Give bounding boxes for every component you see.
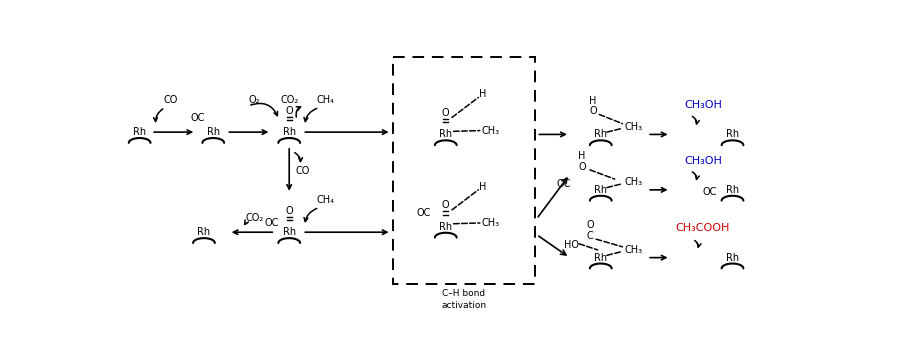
Text: CH₃OH: CH₃OH — [684, 156, 722, 166]
Text: OC: OC — [191, 113, 205, 123]
Text: CH₄: CH₄ — [317, 195, 335, 205]
Text: O₂: O₂ — [248, 95, 260, 105]
Text: O: O — [586, 220, 594, 230]
Text: Rh: Rh — [283, 227, 296, 237]
Text: CH₃: CH₃ — [625, 177, 643, 187]
Text: Rh: Rh — [726, 185, 739, 195]
Text: O: O — [285, 206, 293, 216]
Text: CO₂: CO₂ — [280, 95, 298, 105]
Text: OC: OC — [417, 208, 431, 218]
Text: CH₃: CH₃ — [482, 218, 500, 228]
Text: OC: OC — [265, 218, 279, 228]
Text: Rh: Rh — [283, 127, 296, 137]
Text: H: H — [579, 151, 586, 161]
Text: CH₃OH: CH₃OH — [684, 100, 722, 110]
Text: Rh: Rh — [439, 130, 453, 139]
Text: O: O — [590, 106, 597, 116]
Text: activation: activation — [441, 301, 486, 310]
Text: CH₃: CH₃ — [625, 245, 643, 255]
Text: CH₃COOH: CH₃COOH — [676, 223, 730, 233]
Text: H: H — [590, 95, 597, 106]
Text: O: O — [579, 162, 586, 172]
Text: Rh: Rh — [439, 222, 453, 232]
Text: Rh: Rh — [726, 253, 739, 262]
Text: Rh: Rh — [133, 127, 146, 137]
Text: C–H bond: C–H bond — [442, 289, 485, 298]
Text: CO₂: CO₂ — [245, 213, 264, 223]
Text: Rh: Rh — [197, 227, 211, 237]
Text: CO: CO — [295, 166, 310, 176]
Text: H: H — [480, 89, 487, 99]
Text: O: O — [442, 108, 450, 118]
Text: H: H — [480, 182, 487, 192]
Text: Rh: Rh — [726, 130, 739, 139]
Text: Rh: Rh — [207, 127, 220, 137]
Text: CH₄: CH₄ — [317, 95, 335, 105]
Text: Rh: Rh — [594, 185, 608, 195]
Text: O: O — [285, 106, 293, 115]
Text: CO: CO — [164, 95, 178, 105]
Text: CH₃: CH₃ — [625, 122, 643, 132]
Text: OC: OC — [702, 187, 716, 197]
Text: OC: OC — [556, 179, 571, 189]
Text: C: C — [587, 231, 593, 241]
Text: O: O — [442, 200, 450, 210]
Text: HO: HO — [563, 240, 579, 250]
Text: Rh: Rh — [594, 253, 608, 262]
Text: CH₃: CH₃ — [482, 126, 500, 135]
Text: Rh: Rh — [594, 130, 608, 139]
